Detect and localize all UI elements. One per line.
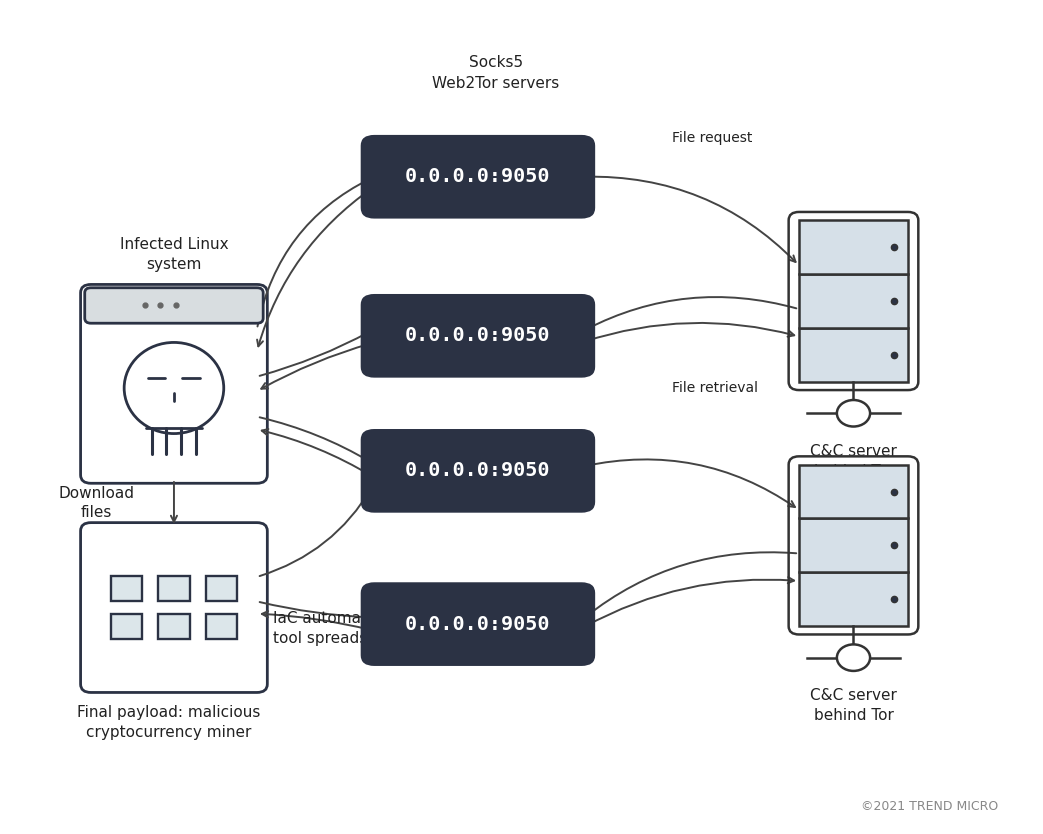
FancyArrowPatch shape xyxy=(584,460,795,507)
Text: 0.0.0.0:9050: 0.0.0.0:9050 xyxy=(405,168,551,186)
FancyBboxPatch shape xyxy=(159,576,190,601)
FancyBboxPatch shape xyxy=(799,465,908,519)
FancyArrowPatch shape xyxy=(260,488,371,576)
Text: C&C server
behind Tor: C&C server behind Tor xyxy=(810,688,897,723)
FancyBboxPatch shape xyxy=(159,614,190,639)
FancyBboxPatch shape xyxy=(361,582,596,666)
Ellipse shape xyxy=(124,343,224,434)
FancyBboxPatch shape xyxy=(799,519,908,572)
Text: ©2021 TREND MICRO: ©2021 TREND MICRO xyxy=(862,800,999,813)
Text: IaC automation
tool spreads malware: IaC automation tool spreads malware xyxy=(272,610,437,646)
FancyArrowPatch shape xyxy=(585,552,796,617)
Text: 0.0.0.0:9050: 0.0.0.0:9050 xyxy=(405,326,551,345)
Text: C&C server
behind Tor: C&C server behind Tor xyxy=(810,444,897,479)
FancyBboxPatch shape xyxy=(80,523,267,692)
Text: Infected Linux
system: Infected Linux system xyxy=(120,237,228,272)
FancyBboxPatch shape xyxy=(80,284,267,483)
Text: Download
files: Download files xyxy=(58,485,135,520)
FancyBboxPatch shape xyxy=(361,429,596,513)
FancyArrowPatch shape xyxy=(260,417,370,462)
FancyArrowPatch shape xyxy=(261,344,371,389)
Text: 0.0.0.0:9050: 0.0.0.0:9050 xyxy=(405,461,551,480)
Circle shape xyxy=(836,400,870,426)
FancyBboxPatch shape xyxy=(111,576,142,601)
Text: Final payload: malicious
cryptocurrency miner: Final payload: malicious cryptocurrency … xyxy=(77,705,261,740)
FancyBboxPatch shape xyxy=(207,614,237,639)
FancyBboxPatch shape xyxy=(207,576,237,601)
FancyArrowPatch shape xyxy=(584,323,794,342)
FancyBboxPatch shape xyxy=(799,572,908,626)
FancyArrowPatch shape xyxy=(262,429,371,476)
Text: File retrieval: File retrieval xyxy=(672,381,758,395)
FancyBboxPatch shape xyxy=(799,328,908,382)
Circle shape xyxy=(836,645,870,671)
FancyArrowPatch shape xyxy=(586,297,797,329)
FancyArrowPatch shape xyxy=(258,179,369,326)
FancyArrowPatch shape xyxy=(257,188,372,346)
FancyArrowPatch shape xyxy=(584,177,796,262)
FancyArrowPatch shape xyxy=(584,577,794,627)
FancyArrowPatch shape xyxy=(260,602,369,620)
Text: Socks5
Web2Tor servers: Socks5 Web2Tor servers xyxy=(432,55,559,91)
Text: File request: File request xyxy=(672,131,752,145)
FancyBboxPatch shape xyxy=(361,294,596,378)
FancyBboxPatch shape xyxy=(799,274,908,328)
FancyArrowPatch shape xyxy=(262,611,371,630)
FancyBboxPatch shape xyxy=(799,220,908,274)
FancyBboxPatch shape xyxy=(111,614,142,639)
FancyBboxPatch shape xyxy=(84,288,263,324)
FancyArrowPatch shape xyxy=(260,332,370,376)
Text: 0.0.0.0:9050: 0.0.0.0:9050 xyxy=(405,615,551,634)
FancyBboxPatch shape xyxy=(361,135,596,219)
